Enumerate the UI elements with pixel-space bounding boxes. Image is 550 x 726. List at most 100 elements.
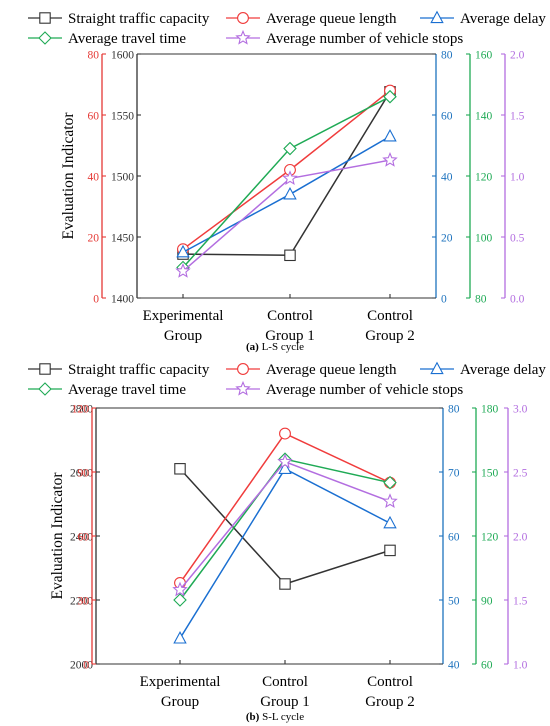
data-point <box>279 427 291 440</box>
x-tick-label: Group <box>164 328 202 344</box>
series-line <box>179 468 391 585</box>
tick-label: 2200 <box>70 596 93 608</box>
legend-item: Straight traffic capacity <box>28 362 210 378</box>
tick-label: 20 <box>441 233 453 245</box>
legend-label: Average number of vehicle stops <box>266 382 463 398</box>
x-tick-label: Control <box>267 308 313 324</box>
legend-item: Straight traffic capacity <box>28 11 210 27</box>
data-point <box>175 263 191 278</box>
tick-label: 180 <box>481 404 499 416</box>
tick-label: 0.5 <box>510 233 525 245</box>
tick-label: 80 <box>475 294 487 306</box>
legend-label: Straight traffic capacity <box>68 11 210 27</box>
legend-label: Average number of vehicle stops <box>266 31 463 47</box>
caption-text: L-S cycle <box>259 341 304 353</box>
tick-label: 60 <box>78 532 90 544</box>
data-point <box>382 152 398 167</box>
tick-label: 120 <box>481 532 499 544</box>
legend: Straight traffic capacity Average queue l… <box>28 361 546 398</box>
legend-marker-circle <box>237 363 249 375</box>
data-point <box>283 141 297 156</box>
x-tick-label: Group 1 <box>265 328 315 344</box>
data-point <box>172 581 188 597</box>
tick-label: 2.0 <box>510 50 525 62</box>
series-line <box>179 460 391 591</box>
x-tick-label: Group 2 <box>365 694 415 710</box>
x-category-label: Control Group 2 <box>365 308 415 344</box>
data-point <box>277 453 293 469</box>
tick-label: 80 <box>448 404 460 416</box>
caption-label: (b) <box>246 711 260 723</box>
tick-label: 80 <box>88 50 100 62</box>
tick-label: 160 <box>475 50 493 62</box>
caption-text: S-L cycle <box>259 711 304 723</box>
data-point <box>282 170 298 186</box>
tick-label: 30 <box>78 596 90 608</box>
data-point <box>173 593 187 607</box>
tick-label: 2600 <box>70 468 93 480</box>
x-category-label: Control Group 1 <box>260 674 310 710</box>
tick-label: 2400 <box>70 532 93 544</box>
axis-right-2: 60 90 120 150 180 <box>472 404 499 672</box>
legend-label: Average delay <box>460 362 546 378</box>
x-tick-label: Control <box>367 674 413 690</box>
x-tick-label: Experimental <box>140 674 221 690</box>
series-average-number-of-vehicle-stops <box>175 152 398 278</box>
legend-label: Average queue length <box>266 11 397 27</box>
axis-right-1: 40 50 60 70 80 <box>439 404 460 672</box>
tick-label: 60 <box>441 111 453 123</box>
data-point <box>284 249 296 262</box>
data-point <box>283 186 297 200</box>
tick-label: 1.0 <box>513 660 528 672</box>
legend-label: Average travel time <box>68 31 186 47</box>
tick-label: 2.0 <box>513 532 528 544</box>
legend-item: Average travel time <box>28 31 186 47</box>
tick-label: 3.0 <box>513 404 528 416</box>
tick-label: 2000 <box>70 660 93 672</box>
tick-label: 70 <box>448 468 460 480</box>
tick-label: 120 <box>475 172 493 184</box>
y-axis-title: Evaluation Indicator <box>49 472 66 600</box>
x-tick-label: Group <box>161 694 199 710</box>
legend-marker-triangle <box>430 361 444 375</box>
data-point <box>278 461 292 474</box>
legend-marker-diamond <box>38 382 52 396</box>
data-point <box>279 578 291 590</box>
legend-item: Average queue length <box>226 11 397 27</box>
x-category-label: Experimental Group <box>140 674 221 710</box>
series-average-travel-time <box>176 89 397 275</box>
tick-label: 40 <box>448 660 460 672</box>
data-point <box>176 244 190 258</box>
series-line <box>179 467 391 639</box>
chart-panel-1: Straight traffic capacity Average queue l… <box>28 361 546 723</box>
axis-left-outer: 0 30 60 90 120 <box>72 404 96 672</box>
axis-right-3: 1.0 1.5 2.0 2.5 3.0 <box>504 404 528 672</box>
legend-item: Average delay <box>420 361 546 378</box>
legend-marker-square <box>39 363 51 375</box>
legend-item: Average number of vehicle stops <box>226 380 463 398</box>
tick-label: 0 <box>83 660 89 672</box>
legend-label: Average queue length <box>266 362 397 378</box>
tick-label: 140 <box>475 111 493 123</box>
axis-right-2: 80 100 120 140 160 <box>466 50 493 306</box>
tick-label: 0.0 <box>510 294 525 306</box>
legend-marker-star <box>235 29 251 45</box>
legend-item: Average number of vehicle stops <box>226 29 463 47</box>
legend-label: Average travel time <box>68 382 186 398</box>
legend-item: Average delay <box>420 10 546 27</box>
chart-panel-0: Straight traffic capacity Average queue l… <box>28 10 546 353</box>
x-tick-label: Group 2 <box>365 328 415 344</box>
tick-label: 40 <box>441 172 453 184</box>
tick-label: 0 <box>441 294 447 306</box>
legend-marker-star <box>235 380 251 396</box>
x-category-label: Control Group 2 <box>365 674 415 710</box>
tick-label: 40 <box>88 172 100 184</box>
data-point <box>173 631 187 644</box>
tick-label: 60 <box>448 532 460 544</box>
legend-marker-square <box>39 12 51 24</box>
tick-label: 1550 <box>111 111 134 123</box>
axis-left-inner: 2000 2200 2400 2600 2800 <box>70 404 100 672</box>
x-category-label: Experimental Group <box>143 308 224 344</box>
axis-left-outer: 0 20 40 60 80 <box>88 50 106 306</box>
legend-marker-triangle <box>430 10 444 24</box>
